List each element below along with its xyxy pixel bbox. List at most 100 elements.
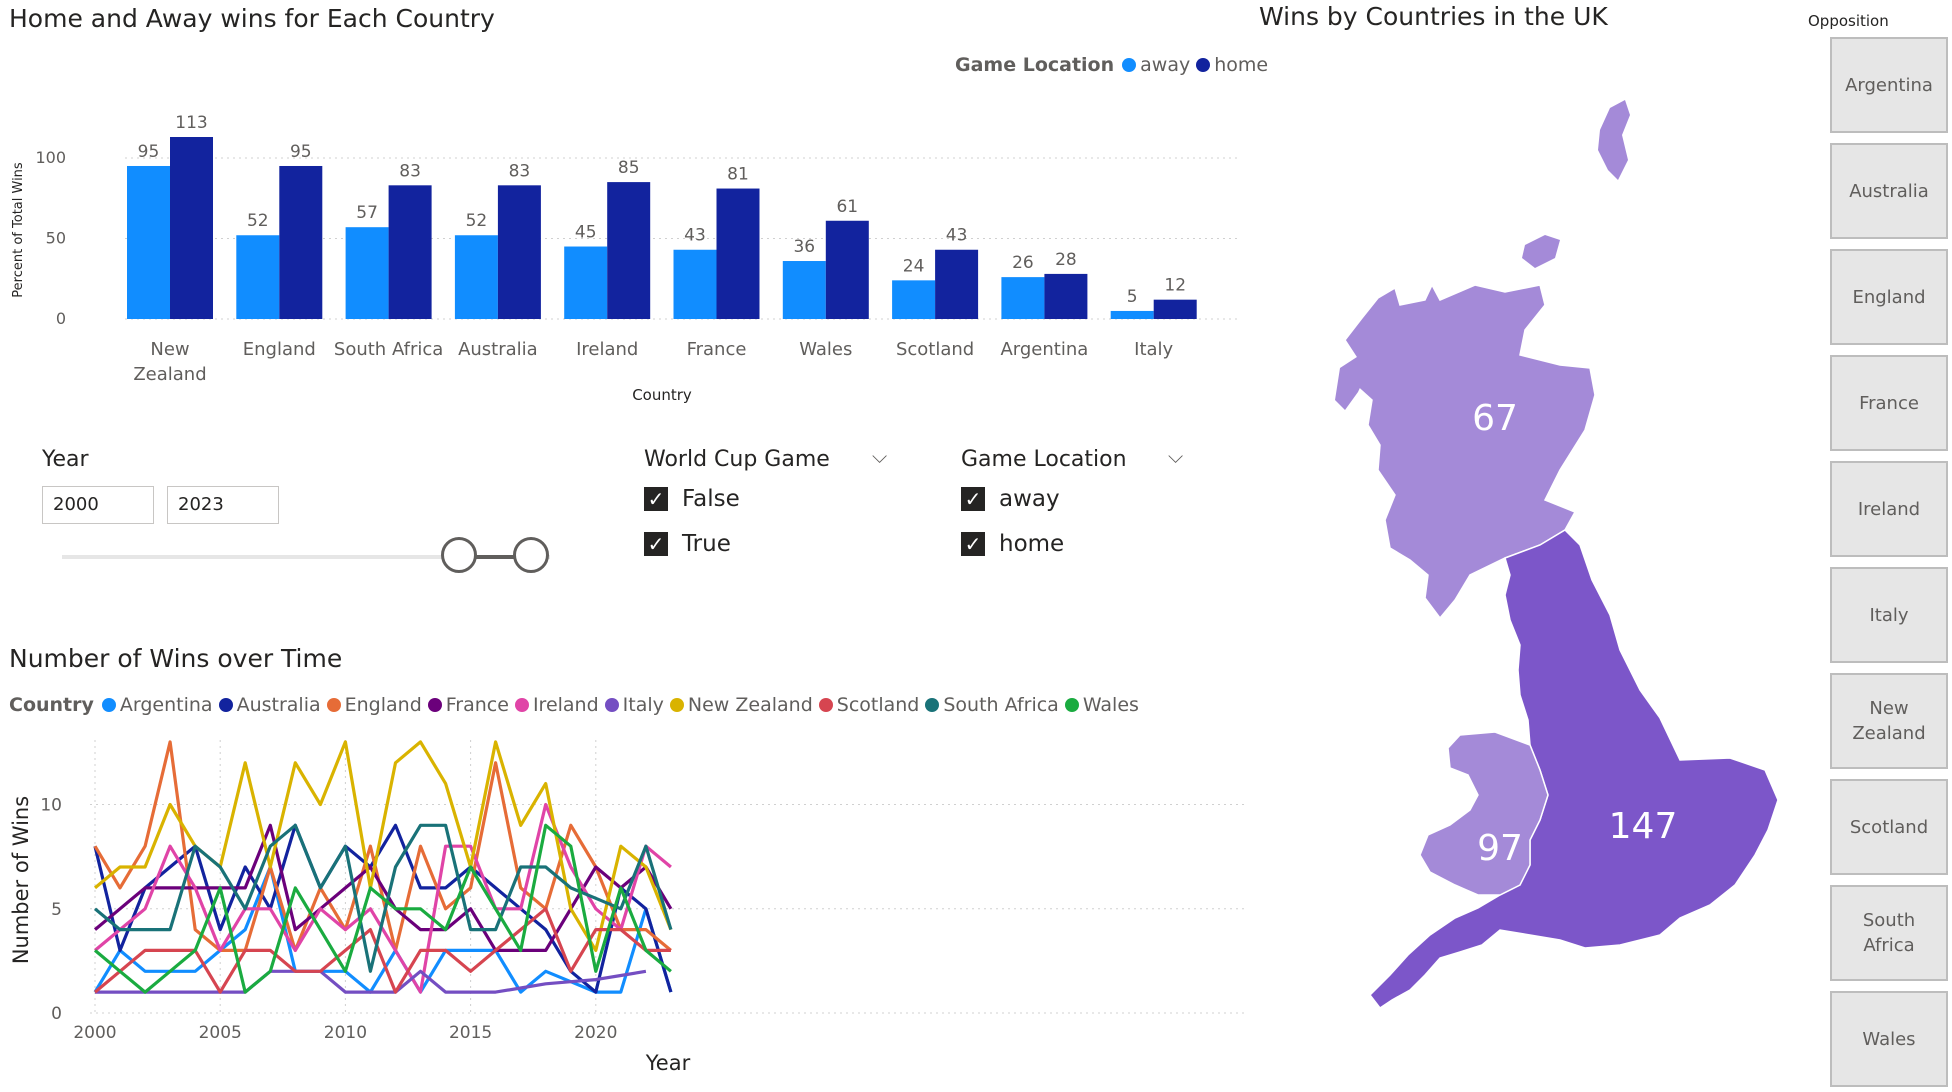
bar-australia-home[interactable]: [497, 185, 541, 319]
opposition-tile-italy[interactable]: Italy: [1830, 567, 1948, 663]
line-legend-item-ireland[interactable]: Ireland: [514, 694, 599, 716]
bar-italy-away[interactable]: [1110, 310, 1154, 319]
game-location-option-away[interactable]: ✓ away: [961, 486, 1060, 512]
line-chart[interactable]: 0 5 10 2000 2005 2010 2015 2020 Number of Wins Ye…: [0, 730, 1270, 1080]
line-legend-item-south-africa[interactable]: South Africa: [925, 694, 1059, 716]
opposition-tile-ireland[interactable]: Ireland: [1830, 461, 1948, 557]
line-legend-item-argentina[interactable]: Argentina: [101, 694, 213, 716]
bar-ireland-home[interactable]: [607, 182, 651, 319]
opposition-tile-argentina[interactable]: Argentina: [1830, 37, 1948, 133]
year-slider-end-handle[interactable]: [513, 537, 549, 573]
bar-x-tick: France: [687, 339, 747, 360]
bar-new-zealand-home[interactable]: [170, 137, 213, 319]
bar-argentina-home[interactable]: [1044, 273, 1088, 319]
bar-x-tick: New: [150, 339, 189, 360]
line-series-scotland[interactable]: [93, 907, 671, 994]
line-legend: Country Argentina Australia England France I…: [9, 694, 1145, 716]
opposition-tile-england[interactable]: England: [1830, 249, 1948, 345]
year-slider-track[interactable]: [62, 555, 550, 559]
bar-x-tick: Zealand: [133, 364, 206, 385]
bar-ireland-away[interactable]: [564, 246, 608, 319]
bar-legend-item-away[interactable]: away: [1122, 54, 1190, 76]
line-legend-item-england[interactable]: England: [326, 694, 422, 716]
year-from-input[interactable]: 2000: [42, 486, 154, 524]
line-legend-item-new-zealand[interactable]: New Zealand: [669, 694, 813, 716]
game-location-option-home[interactable]: ✓ home: [961, 531, 1064, 557]
line-legend-item-france[interactable]: France: [427, 694, 509, 716]
map-region-shetland: [1598, 100, 1630, 180]
bar-legend-title: Game Location: [955, 54, 1115, 76]
opposition-tile-scotland[interactable]: Scotland: [1830, 779, 1948, 875]
bar-england-home[interactable]: [279, 165, 323, 319]
checkbox-checked-icon[interactable]: ✓: [961, 487, 985, 511]
bar-new-zealand-away[interactable]: [127, 165, 170, 319]
line-legend-label: Wales: [1082, 694, 1139, 716]
bar-wales-home[interactable]: [825, 220, 869, 319]
game-location-chevron-down-icon[interactable]: ⌵: [1168, 444, 1184, 468]
game-location-option-label: home: [999, 531, 1065, 557]
map-region-scotland[interactable]: [1344, 283, 1596, 620]
bar-england-away[interactable]: [236, 235, 280, 319]
year-slider-start-handle[interactable]: [441, 537, 477, 573]
line-y-tick: 5: [51, 900, 62, 920]
bar-france-away[interactable]: [673, 249, 717, 319]
line-series-new-zealand[interactable]: [93, 740, 673, 952]
bar-data-label: 52: [247, 211, 269, 231]
line-series-italy[interactable]: [95, 969, 647, 994]
checkbox-checked-icon[interactable]: ✓: [961, 532, 985, 556]
line-x-tick: 2010: [324, 1023, 367, 1043]
bar-south-africa-away[interactable]: [345, 227, 389, 319]
opposition-tile-text: England: [1852, 285, 1925, 310]
uk-map[interactable]: 67 97 147: [1260, 80, 1800, 1020]
line-series-argentina[interactable]: [93, 865, 673, 994]
bar-scotland-home[interactable]: [935, 249, 979, 319]
england-swatch-icon: [326, 698, 341, 712]
opposition-tile-text: Wales: [1862, 1027, 1915, 1052]
line-series-australia[interactable]: [93, 823, 673, 994]
line-legend-item-italy[interactable]: Italy: [604, 694, 664, 716]
bar-wales-away[interactable]: [782, 261, 826, 319]
checkbox-checked-icon[interactable]: ✓: [644, 532, 668, 556]
opposition-tile-wales[interactable]: Wales: [1830, 991, 1948, 1087]
line-series-south-africa[interactable]: [93, 823, 673, 973]
world-cup-option-true[interactable]: ✓ True: [644, 531, 731, 557]
line-x-tick: 2020: [574, 1023, 617, 1043]
bar-data-label: 28: [1055, 250, 1077, 270]
bar-chart[interactable]: 0 50 100 Percent of Total Wins Country 95 113 N…: [0, 80, 1250, 410]
opposition-tile-australia[interactable]: Australia: [1830, 143, 1948, 239]
line-legend-label: England: [344, 694, 422, 716]
line-series-france[interactable]: [93, 823, 673, 952]
line-series-wales[interactable]: [93, 823, 672, 994]
year-slicer-title: Year: [42, 447, 89, 472]
line-legend-label: Italy: [622, 694, 664, 716]
bar-chart-title: Home and Away wins for Each Country: [9, 4, 495, 33]
bar-scotland-away[interactable]: [892, 280, 936, 319]
year-to-input[interactable]: 2023: [167, 486, 279, 524]
opposition-tile-label: Africa: [1863, 935, 1915, 956]
bar-data-label: 83: [509, 161, 531, 181]
world-cup-chevron-down-icon[interactable]: ⌵: [872, 444, 888, 468]
bar-x-tick: Australia: [458, 339, 538, 360]
line-legend-label: Argentina: [119, 694, 213, 716]
opposition-tile-france[interactable]: France: [1830, 355, 1948, 451]
bar-south-africa-home[interactable]: [388, 185, 432, 319]
bar-x-tick: Scotland: [896, 339, 974, 360]
bar-italy-home[interactable]: [1153, 299, 1197, 319]
bar-france-home[interactable]: [716, 188, 760, 319]
line-legend-item-australia[interactable]: Australia: [218, 694, 321, 716]
bar-legend-item-home[interactable]: home: [1196, 54, 1268, 76]
line-legend-item-wales[interactable]: Wales: [1064, 694, 1139, 716]
map-title: Wins by Countries in the UK: [1259, 2, 1608, 31]
opposition-tile-label: Scotland: [1849, 816, 1929, 838]
bar-data-label: 85: [618, 158, 640, 178]
bar-argentina-away[interactable]: [1001, 277, 1045, 319]
opposition-tile-label: France: [1859, 392, 1919, 414]
world-cup-option-false[interactable]: ✓ False: [644, 486, 740, 512]
bar-x-tick: Wales: [799, 339, 852, 360]
line-legend-item-scotland[interactable]: Scotland: [818, 694, 919, 716]
checkbox-checked-icon[interactable]: ✓: [644, 487, 668, 511]
map-region-wales[interactable]: [1419, 731, 1549, 896]
opposition-tile-south-africa[interactable]: South Africa: [1830, 885, 1948, 981]
opposition-tile-new-zealand[interactable]: New Zealand: [1830, 673, 1948, 769]
bar-australia-away[interactable]: [454, 235, 498, 319]
